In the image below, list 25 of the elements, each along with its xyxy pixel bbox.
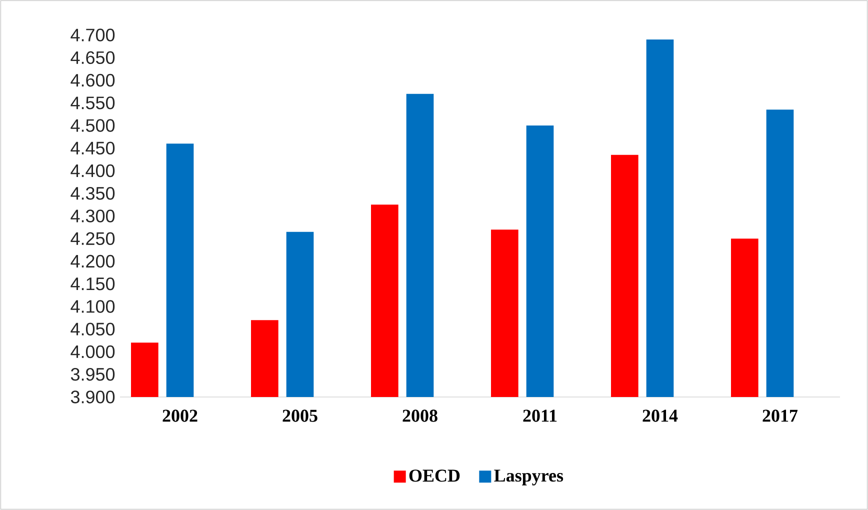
x-tick-label: 2002 bbox=[162, 410, 198, 422]
y-tick-label: 4.450 bbox=[70, 142, 115, 154]
legend-label: OECD bbox=[409, 470, 460, 482]
y-tick-label: 4.300 bbox=[70, 210, 115, 222]
y-tick-label: 4.200 bbox=[70, 254, 115, 268]
y-tick-label: 4.100 bbox=[70, 300, 115, 313]
legend-label: Laspyres bbox=[494, 470, 564, 486]
y-tick-label: 4.050 bbox=[70, 322, 115, 336]
y-tick-label: 4.350 bbox=[70, 187, 115, 200]
x-tick-label: 2014 bbox=[642, 410, 678, 422]
x-tick-label: 2017 bbox=[762, 410, 798, 422]
y-tick-label: 3.950 bbox=[70, 368, 115, 381]
y-tick-label: 4.250 bbox=[70, 232, 115, 245]
y-tick-label: 4.000 bbox=[70, 345, 115, 358]
y-tick-label: 4.700 bbox=[70, 28, 115, 42]
y-tick-label: 4.150 bbox=[70, 277, 115, 290]
y-tick-label: 4.550 bbox=[70, 96, 115, 110]
x-tick-label: 2005 bbox=[282, 410, 318, 422]
y-tick-label: 4.600 bbox=[70, 74, 115, 87]
x-tick-label: 2008 bbox=[402, 410, 438, 422]
y-tick-label: 4.500 bbox=[70, 119, 115, 132]
y-tick-label: 3.900 bbox=[70, 390, 115, 404]
y-tick-label: 4.400 bbox=[70, 164, 115, 178]
y-tick-label: 4.650 bbox=[70, 51, 115, 64]
x-tick-label: 2011 bbox=[523, 410, 557, 422]
